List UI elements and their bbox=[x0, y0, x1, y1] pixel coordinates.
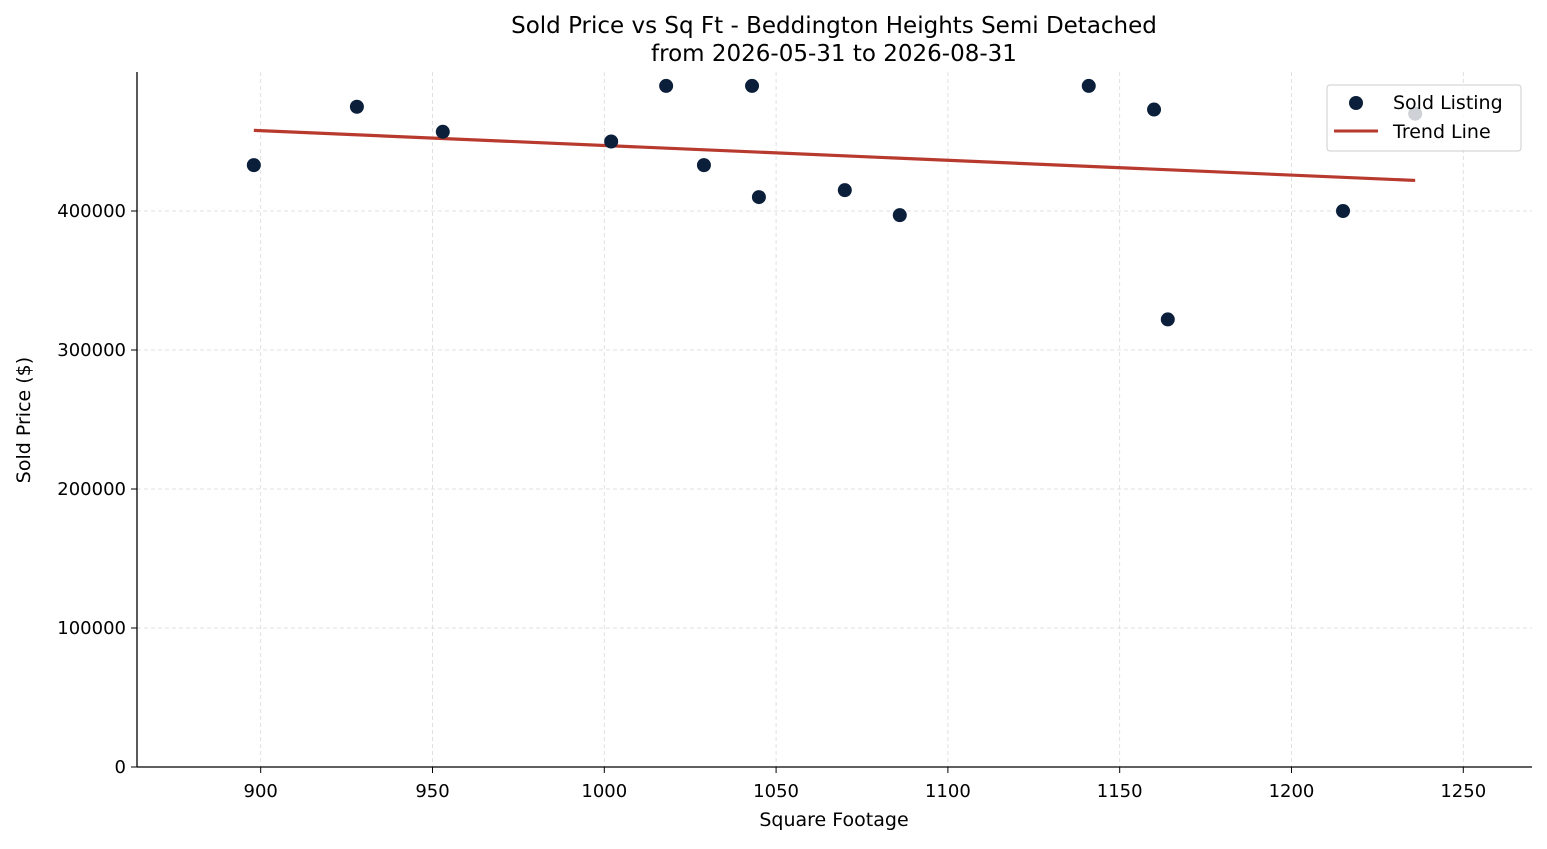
ticks: 900 950 1000 1050 1100 1150 1200 1250 0 100000 200… bbox=[57, 201, 1486, 802]
y-axis-label: Sold Price ($) bbox=[13, 357, 35, 483]
trend-line bbox=[253, 128, 1416, 183]
x-tick-label-2: 1000 bbox=[581, 781, 627, 802]
data-point-2 bbox=[435, 124, 450, 139]
data-point-1 bbox=[349, 99, 364, 114]
x-tick-label-4: 1100 bbox=[925, 781, 971, 802]
x-tick-label-6: 1200 bbox=[1269, 781, 1315, 802]
x-tick-label-7: 1250 bbox=[1440, 781, 1486, 802]
data-point-9 bbox=[892, 208, 907, 223]
data-point-0 bbox=[246, 158, 261, 173]
plot-area bbox=[246, 78, 1423, 327]
data-point-8 bbox=[837, 183, 852, 198]
x-tick-label-3: 1050 bbox=[753, 781, 799, 802]
data-point-6 bbox=[745, 78, 760, 93]
data-point-7 bbox=[751, 190, 766, 205]
x-tick-label-0: 900 bbox=[244, 781, 278, 802]
data-point-13 bbox=[1336, 204, 1351, 218]
legend-label-trend-line: Trend Line bbox=[1392, 121, 1491, 143]
data-point-3 bbox=[604, 134, 619, 149]
chart-title: Sold Price vs Sq Ft - Beddington Heights… bbox=[511, 13, 1157, 39]
legend-label-sold-listing: Sold Listing bbox=[1393, 92, 1503, 114]
legend: Sold Listing Trend Line bbox=[1326, 84, 1522, 152]
data-point-11 bbox=[1147, 102, 1162, 117]
axes bbox=[136, 72, 1532, 768]
chart-subtitle: from 2026-05-31 to 2026-08-31 bbox=[651, 41, 1017, 67]
data-point-5 bbox=[696, 158, 711, 173]
y-tick-label-2: 200000 bbox=[57, 479, 126, 500]
y-tick-label-4: 400000 bbox=[57, 201, 126, 222]
y-tick-label-3: 300000 bbox=[57, 340, 126, 361]
x-tick-label-5: 1150 bbox=[1097, 781, 1143, 802]
y-tick-label-0: 0 bbox=[115, 757, 126, 778]
data-point-4 bbox=[659, 78, 674, 93]
y-tick-label-1: 100000 bbox=[57, 618, 126, 639]
data-point-12 bbox=[1160, 312, 1175, 327]
x-tick-label-1: 950 bbox=[415, 781, 449, 802]
legend-marker-sold-listing bbox=[1349, 96, 1363, 110]
data-point-10 bbox=[1081, 78, 1096, 93]
x-axis-label: Square Footage bbox=[759, 809, 908, 831]
legend-box bbox=[1326, 84, 1522, 152]
